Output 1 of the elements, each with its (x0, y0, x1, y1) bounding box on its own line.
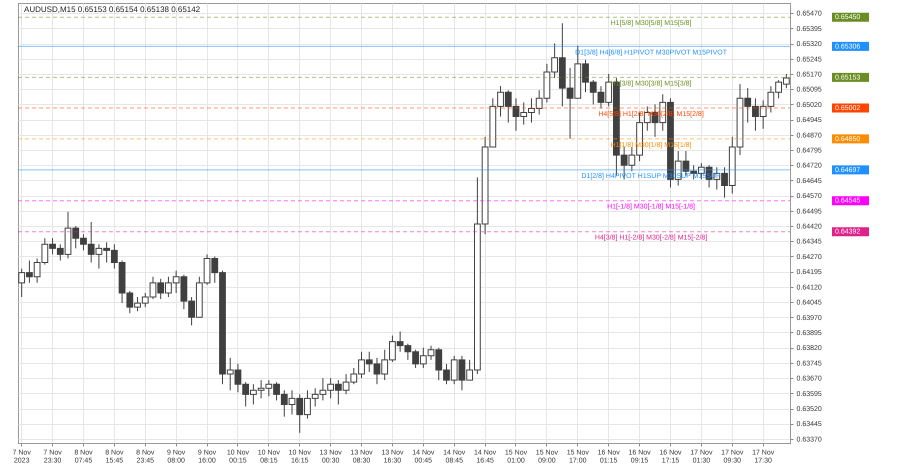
chart-title: AUDUSD,M15 0.65153 0.65154 0.65138 0.65142 (24, 5, 201, 14)
